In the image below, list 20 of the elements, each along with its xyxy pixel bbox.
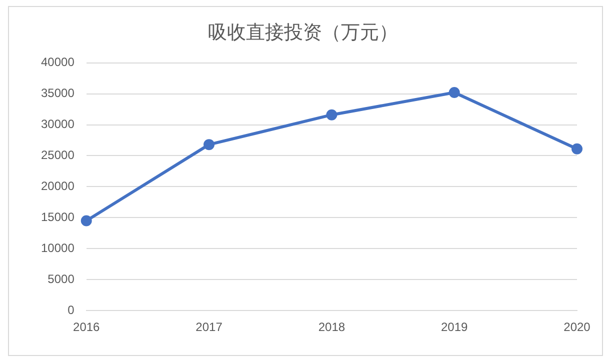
x-tick-label: 2016 [73, 320, 100, 334]
y-tick-label: 0 [68, 302, 75, 317]
x-tick-label: 2017 [196, 320, 223, 334]
y-tick-label: 10000 [40, 240, 75, 255]
x-tick-label: 2019 [440, 320, 468, 334]
y-tick-label: 25000 [40, 148, 75, 162]
y-tick-label: 30000 [40, 117, 75, 132]
x-tick-label: 2020 [564, 320, 591, 334]
y-tick-label: 40000 [40, 55, 75, 70]
y-tick-label: 35000 [40, 86, 75, 100]
point [572, 143, 582, 154]
x-tick-label: 2018 [318, 320, 346, 334]
point [80, 215, 92, 226]
y-tick-label: 15000 [40, 210, 75, 224]
y-tick-label: 5000 [48, 272, 75, 286]
point [204, 139, 215, 150]
point [448, 87, 460, 98]
y-tick-label: 20000 [40, 179, 75, 194]
point [326, 109, 338, 120]
chart-title: 吸收直接投资（万元） [208, 21, 398, 44]
